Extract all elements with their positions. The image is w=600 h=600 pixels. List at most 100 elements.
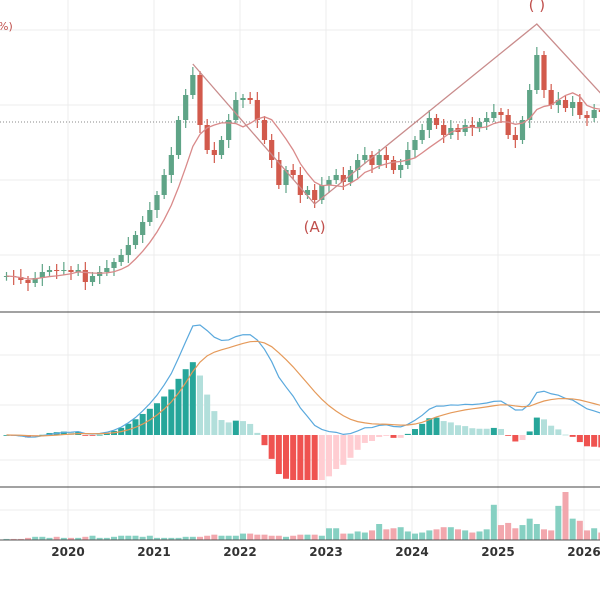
- candle-body: [441, 125, 447, 135]
- macd-histogram-bar: [498, 428, 504, 435]
- volume-bar: [146, 535, 153, 540]
- volume-bar: [598, 532, 600, 540]
- macd-panel: [3, 324, 600, 480]
- macd-histogram-bar: [204, 394, 211, 435]
- candle-body: [584, 115, 590, 118]
- volume-bar: [39, 536, 46, 540]
- macd-histogram-bar: [89, 435, 96, 436]
- macd-histogram-bar: [275, 435, 282, 475]
- volume-bar: [189, 536, 196, 540]
- macd-histogram-bar: [584, 435, 590, 447]
- macd-histogram-bar: [304, 435, 311, 480]
- volume-bar: [75, 537, 82, 540]
- candle-body: [462, 125, 468, 132]
- macd-histogram-bar: [333, 435, 340, 470]
- volume-bar: [462, 530, 469, 540]
- candle-body: [25, 280, 31, 283]
- volume-bar: [576, 520, 583, 540]
- wave-label: ( ): [529, 0, 545, 14]
- candle-body: [168, 155, 174, 175]
- candle-body: [383, 155, 389, 160]
- x-tick-label: 2023: [309, 545, 342, 559]
- candle-body: [111, 262, 117, 268]
- macd-histogram-bar: [519, 435, 526, 441]
- candle-body: [68, 270, 74, 272]
- macd-histogram-bar: [512, 435, 519, 442]
- macd-histogram-bar: [96, 434, 103, 436]
- x-tick-label: 2026: [567, 545, 600, 559]
- macd-histogram-bar: [505, 435, 512, 436]
- candle-body: [82, 270, 88, 282]
- volume-bar: [526, 518, 533, 540]
- macd-histogram-bar: [189, 362, 196, 435]
- volume-bar: [376, 524, 383, 540]
- macd-histogram-bar: [548, 425, 555, 435]
- candle-body: [419, 130, 425, 140]
- candle-body: [577, 102, 583, 115]
- candle-body: [426, 118, 432, 130]
- volume-bar: [283, 536, 289, 540]
- candle-body: [376, 155, 382, 165]
- volume-bar: [197, 536, 203, 540]
- x-axis: 2020 2021 2022 2023 2024 2025 2026: [51, 545, 600, 559]
- macd-histogram-bar: [261, 435, 268, 446]
- candle-body: [140, 222, 146, 235]
- volume-bar: [139, 536, 146, 540]
- macd-histogram-bar: [154, 403, 160, 435]
- candle-body: [469, 125, 475, 128]
- volume-bar: [562, 492, 569, 540]
- moving-average-line: [6, 92, 600, 280]
- macd-histogram-bar: [598, 435, 600, 448]
- x-tick-label: 2022: [223, 545, 256, 559]
- volume-bar: [347, 533, 354, 540]
- candle-body: [362, 155, 368, 160]
- candle-body: [32, 278, 38, 283]
- volume-bar: [498, 525, 504, 540]
- candle-body: [54, 270, 60, 271]
- volume-bar: [569, 518, 576, 540]
- volume-bar: [426, 530, 433, 540]
- candle-body: [519, 120, 526, 140]
- candle-body: [484, 118, 490, 122]
- macd-histogram-bar: [569, 435, 576, 437]
- volume-bar: [318, 535, 325, 540]
- candle-body: [147, 210, 153, 222]
- macd-histogram-bar: [555, 429, 562, 435]
- candle-body: [591, 110, 597, 118]
- volume-bar: [161, 537, 168, 540]
- macd-histogram-bar: [462, 426, 469, 435]
- candle-body: [283, 170, 289, 185]
- signal-line: [6, 340, 600, 437]
- candle-body: [97, 272, 103, 276]
- volume-bar: [118, 535, 125, 540]
- volume-bar: [455, 529, 461, 540]
- volume-bar: [397, 527, 404, 540]
- macd-histogram-bar: [340, 435, 347, 465]
- candle-body: [276, 160, 282, 185]
- macd-histogram-bar: [60, 431, 67, 435]
- volume-bar: [132, 535, 139, 540]
- volume-bar: [412, 533, 418, 540]
- macd-histogram-bar: [541, 419, 547, 435]
- volume-bar: [125, 535, 132, 540]
- volume-bar: [383, 529, 390, 540]
- volume-bar: [533, 524, 540, 540]
- candle-body: [254, 100, 260, 120]
- macd-histogram-bar: [433, 417, 440, 435]
- volume-bar: [182, 536, 189, 540]
- volume-bar: [211, 534, 218, 540]
- volume-bar: [254, 534, 261, 540]
- x-tick-label: 2024: [395, 545, 428, 559]
- macd-histogram-bar: [254, 432, 261, 435]
- volume-bar: [591, 528, 598, 540]
- macd-line: [6, 324, 600, 438]
- macd-histogram-bar: [361, 435, 368, 443]
- macd-histogram-bar: [404, 433, 411, 435]
- candle-body: [498, 112, 504, 115]
- volume-bar: [46, 537, 53, 540]
- macd-histogram-bar: [376, 435, 383, 438]
- candle-body: [562, 100, 569, 108]
- volume-bar: [268, 535, 275, 540]
- macd-histogram-bar: [240, 421, 246, 435]
- macd-histogram-bar: [576, 435, 583, 443]
